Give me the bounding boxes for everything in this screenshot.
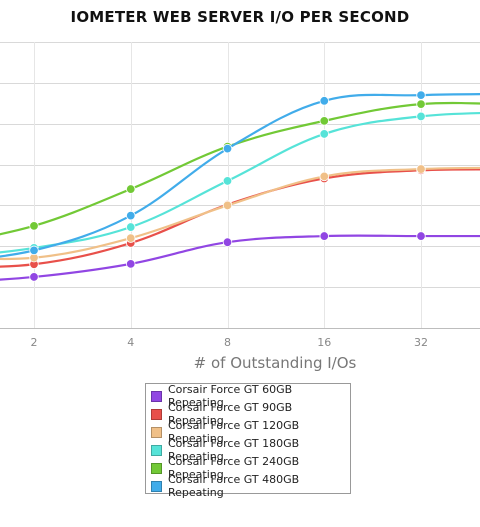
- legend-swatch: [151, 408, 162, 420]
- data-point: [126, 259, 136, 269]
- data-point: [222, 237, 233, 247]
- data-point: [416, 164, 426, 174]
- series-group: [0, 231, 480, 282]
- x-tick-label: 8: [224, 336, 231, 349]
- data-point: [319, 231, 329, 241]
- data-point: [29, 272, 39, 282]
- legend-swatch: [151, 462, 162, 474]
- x-axis-label: # of Outstanding I/Os: [193, 354, 357, 372]
- legend-item: Corsair Force GT 90GB Repeating: [151, 401, 350, 427]
- legend-label: Corsair Force GT 480GB Repeating: [168, 473, 300, 499]
- series-group: [0, 164, 480, 263]
- data-point: [126, 222, 136, 232]
- legend-swatch: [151, 444, 162, 456]
- x-tick-label: 32: [414, 336, 428, 349]
- data-point: [319, 171, 329, 182]
- data-point: [222, 200, 233, 211]
- legend-item: Corsair Force GT 480GB Repeating: [151, 473, 350, 499]
- grid-lines: [0, 42, 480, 329]
- legend-item: Corsair Force GT 240GB Repeating: [151, 455, 350, 481]
- x-tick-labels: 2 4 8 16 32: [31, 336, 429, 349]
- x-tick-label: 2: [31, 336, 38, 349]
- legend-swatch: [151, 480, 162, 492]
- series-group: [0, 90, 480, 258]
- chart-legend: Corsair Force GT 60GB Repeating Corsair F…: [145, 383, 351, 499]
- series-lines: [0, 90, 480, 282]
- x-tick-label: 16: [317, 336, 331, 349]
- data-point: [126, 233, 136, 243]
- legend-item: Corsair Force GT 180GB Repeating: [151, 437, 350, 463]
- legend-item: Corsair Force GT 60GB Repeating: [151, 383, 350, 409]
- x-tick-label: 4: [127, 336, 134, 349]
- data-point: [126, 210, 136, 221]
- legend-label: Corsair Force GT 180GB Repeating: [168, 437, 300, 463]
- data-point: [416, 99, 426, 109]
- legend-item: Corsair Force GT 120GB Repeating: [151, 419, 350, 445]
- data-point: [29, 221, 39, 231]
- series-group: [0, 99, 480, 236]
- data-point: [416, 111, 426, 122]
- data-point: [319, 116, 329, 126]
- legend-label: Corsair Force GT 240GB Repeating: [168, 455, 300, 481]
- chart-title: IOMETER WEB SERVER I/O PER SECOND: [70, 8, 410, 26]
- legend-swatch: [151, 390, 162, 402]
- series-line: [0, 92, 480, 258]
- data-point: [416, 231, 426, 241]
- data-point: [222, 176, 233, 186]
- legend-label: Corsair Force GT 90GB Repeating: [168, 401, 293, 427]
- legend-label: Corsair Force GT 60GB Repeating: [168, 383, 293, 409]
- data-point: [126, 184, 136, 194]
- data-point: [222, 143, 233, 154]
- data-point: [416, 90, 426, 100]
- data-point: [29, 245, 39, 256]
- legend-swatch: [151, 426, 162, 438]
- data-point: [319, 129, 329, 139]
- legend-label: Corsair Force GT 120GB Repeating: [168, 419, 300, 445]
- data-point: [319, 96, 329, 106]
